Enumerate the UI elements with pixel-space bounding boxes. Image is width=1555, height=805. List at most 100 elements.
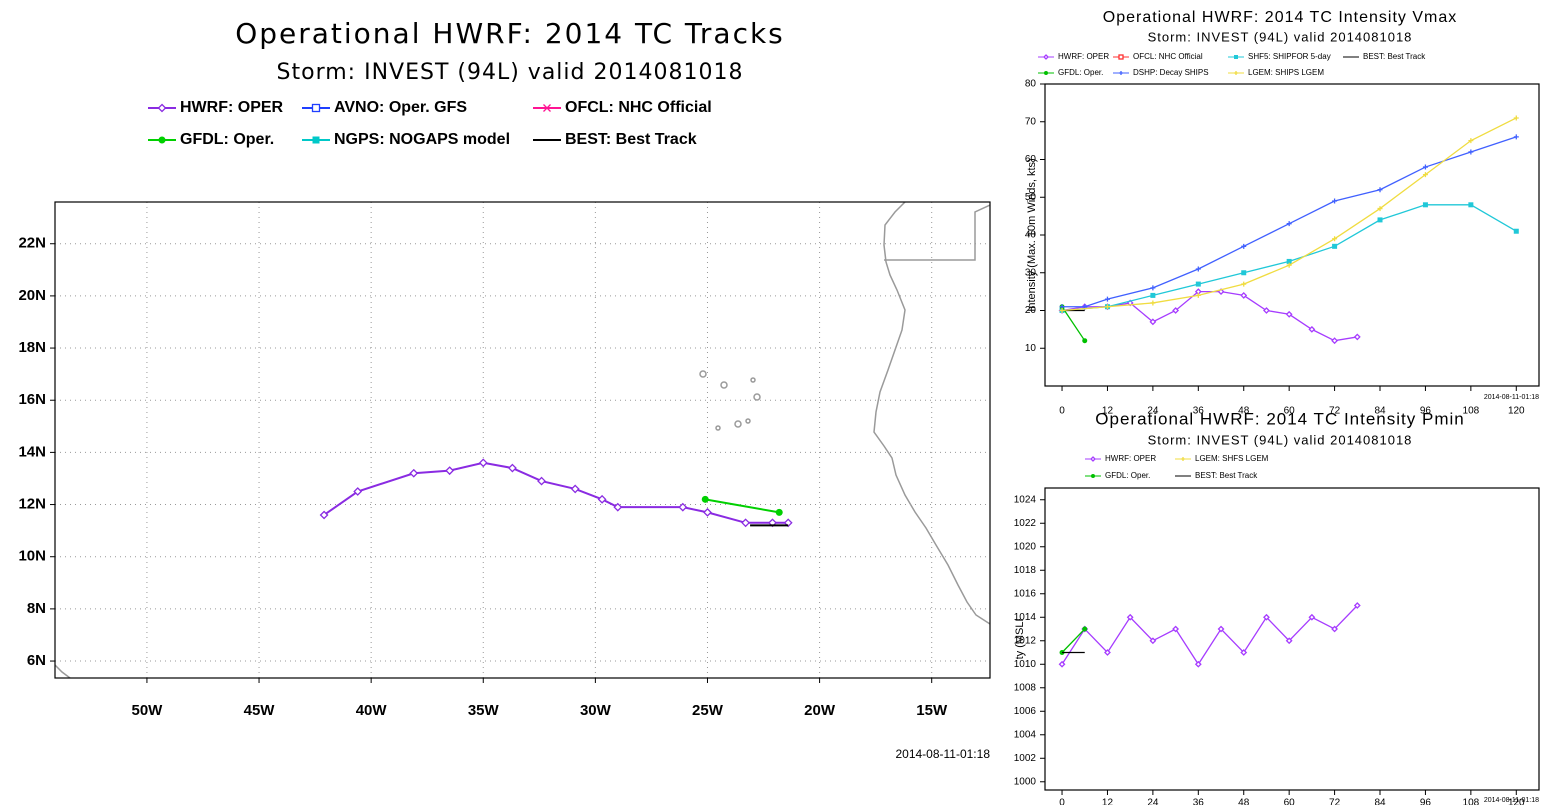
plot-area xyxy=(1058,115,1519,345)
x-tick-label: 12 xyxy=(1102,406,1114,417)
marker xyxy=(1286,262,1292,268)
y-tick-label: 16N xyxy=(18,391,46,408)
legend-label: OFCL: NHC Official xyxy=(565,99,712,116)
legend-label: AVNO: Oper. GFS xyxy=(334,99,467,116)
legend-label: DSHP: Decay SHIPS xyxy=(1133,68,1209,77)
series-line xyxy=(705,498,780,514)
marker xyxy=(1119,71,1123,75)
marker xyxy=(1241,270,1247,276)
marker xyxy=(1058,660,1066,668)
chart-subtitle: Storm: INVEST (94L) valid 2014081018 xyxy=(1148,432,1413,447)
x-tick-label: 48 xyxy=(1238,798,1250,805)
x-tick-label: 96 xyxy=(1420,798,1432,805)
marker xyxy=(1150,285,1156,291)
y-tick-label: 1008 xyxy=(1014,682,1037,693)
y-tick-label: 1006 xyxy=(1014,706,1037,717)
x-tick-label: 45W xyxy=(244,702,276,719)
legend-label: GFDL: Oper. xyxy=(1105,471,1150,480)
legend-label: SHF5: SHIPFOR 5-day xyxy=(1248,52,1331,61)
x-tick-label: 50W xyxy=(132,702,164,719)
y-tick-label: 30 xyxy=(1025,267,1037,278)
chart-title: Operational HWRF: 2014 TC Intensity Pmin xyxy=(1095,409,1464,428)
legend-label: LGEM: SHFS LGEM xyxy=(1195,454,1269,463)
marker xyxy=(1468,149,1474,155)
marker xyxy=(1090,456,1096,462)
marker xyxy=(1217,625,1225,633)
x-tick-label: 72 xyxy=(1329,406,1341,417)
series-line xyxy=(1062,136,1517,308)
x-tick-label: 120 xyxy=(1508,798,1525,805)
y-tick-label: 70 xyxy=(1025,116,1037,127)
marker xyxy=(1285,310,1293,318)
series-line xyxy=(1061,306,1086,342)
legend-label: GFDL: Oper. xyxy=(1058,68,1103,77)
y-tick-label: 60 xyxy=(1025,154,1037,165)
y-tick-label: 1004 xyxy=(1014,729,1037,740)
marker xyxy=(353,487,363,496)
chart-title: Operational HWRF: 2014 TC Tracks xyxy=(235,17,785,50)
legend-label: BEST: Best Track xyxy=(565,131,697,148)
marker xyxy=(1059,308,1065,313)
marker xyxy=(1468,138,1474,144)
marker xyxy=(1149,637,1157,645)
marker xyxy=(311,103,321,113)
y-tick-label: 1022 xyxy=(1014,518,1037,529)
marker xyxy=(1377,217,1383,223)
marker xyxy=(1172,625,1180,633)
y-tick-label: 18N xyxy=(18,339,46,356)
timestamp: 2014-08-11-01:18 xyxy=(1484,797,1539,804)
x-tick-label: 36 xyxy=(1193,406,1205,417)
marker xyxy=(1286,258,1292,264)
x-tick-label: 96 xyxy=(1420,406,1432,417)
marker xyxy=(1332,243,1338,249)
plot-frame xyxy=(54,201,991,679)
marker xyxy=(1513,228,1519,234)
x-tick-label: 24 xyxy=(1147,798,1159,805)
y-tick-label: 1020 xyxy=(1014,541,1037,552)
marker xyxy=(1044,71,1048,75)
chart-title: Operational HWRF: 2014 TC Intensity Vmax xyxy=(1103,9,1458,26)
marker xyxy=(1118,54,1124,60)
marker xyxy=(703,507,712,517)
y-tick-label: 1000 xyxy=(1014,776,1037,787)
y-tick-label: 20N xyxy=(18,287,46,304)
marker xyxy=(1513,115,1519,121)
marker xyxy=(1353,333,1361,341)
x-tick-label: 108 xyxy=(1463,798,1480,805)
marker xyxy=(1240,649,1248,656)
marker xyxy=(1286,221,1292,227)
marker xyxy=(507,463,517,473)
marker xyxy=(1377,187,1383,193)
plot-frame xyxy=(1044,83,1540,387)
marker xyxy=(1149,318,1157,326)
marker xyxy=(1150,292,1156,298)
marker xyxy=(1082,338,1088,344)
x-tick-label: 36 xyxy=(1193,798,1205,805)
y-tick-label: 1016 xyxy=(1014,588,1037,599)
legend-label: LGEM: SHIPS LGEM xyxy=(1248,68,1324,77)
x-tick-label: 0 xyxy=(1059,798,1065,805)
marker xyxy=(1195,266,1201,272)
x-tick-label: 60 xyxy=(1284,798,1296,805)
marker xyxy=(1234,55,1238,59)
x-tick-label: 35W xyxy=(468,702,500,719)
marker xyxy=(1285,637,1293,645)
marker xyxy=(312,136,320,144)
marker xyxy=(1377,206,1383,212)
legend-label: HWRF: OPER xyxy=(1058,52,1109,61)
x-tick-label: 40W xyxy=(356,702,388,719)
series-line xyxy=(1061,204,1517,312)
y-tick-label: 50 xyxy=(1025,192,1037,203)
y-tick-label: 14N xyxy=(18,443,46,460)
marker xyxy=(570,484,580,494)
plot-frame xyxy=(1044,487,1540,791)
x-tick-label: 120 xyxy=(1508,406,1525,417)
marker xyxy=(1331,337,1339,345)
x-tick-label: 15W xyxy=(916,702,948,719)
x-tick-label: 72 xyxy=(1329,798,1341,805)
marker xyxy=(319,510,329,520)
x-tick-label: 48 xyxy=(1238,406,1250,417)
marker xyxy=(537,476,546,486)
marker xyxy=(1091,474,1095,478)
